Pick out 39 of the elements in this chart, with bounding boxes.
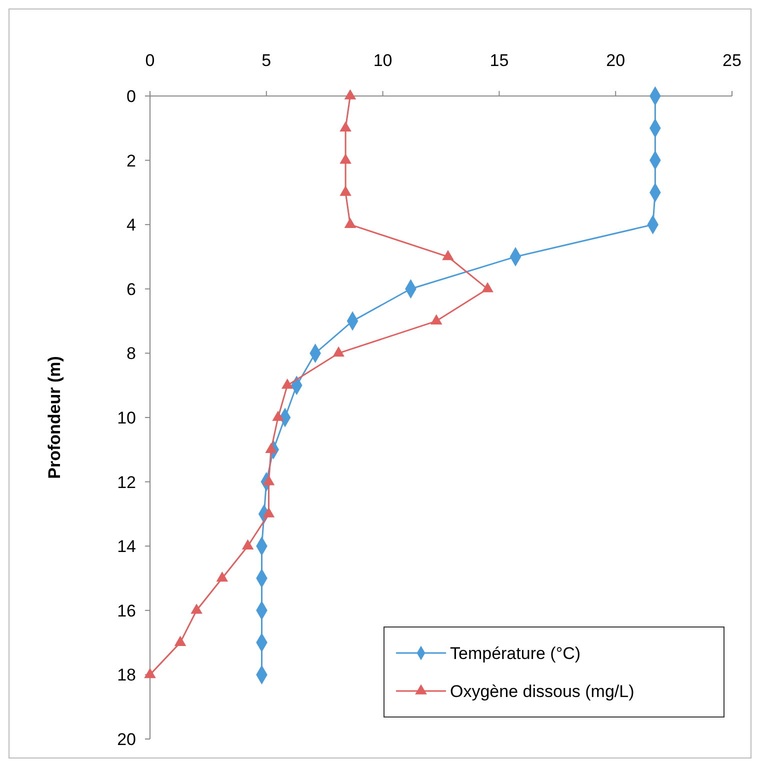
point <box>265 442 277 454</box>
y-tick-label: 10 <box>117 408 136 428</box>
point <box>340 186 352 196</box>
point <box>344 89 356 100</box>
legend-label: Température (°C) <box>450 644 581 663</box>
legend-label: Oxygène dissous (mg/L) <box>450 682 634 701</box>
point <box>340 121 352 132</box>
point <box>430 314 442 324</box>
y-tick-label: 20 <box>117 730 136 749</box>
point <box>262 475 275 486</box>
point <box>482 282 494 292</box>
y-tick-label: 6 <box>126 280 136 299</box>
x-tick-label: 0 <box>145 51 155 70</box>
point <box>281 378 294 389</box>
point <box>144 668 156 678</box>
point <box>332 346 344 357</box>
point <box>216 571 228 582</box>
y-tick-label: 18 <box>117 666 136 685</box>
x-tick-label: 25 <box>722 51 742 70</box>
point <box>340 154 352 164</box>
y-tick-label: 14 <box>117 537 136 556</box>
point <box>190 604 202 614</box>
x-tick-label: 5 <box>262 51 272 70</box>
x-tick-label: 20 <box>606 51 626 70</box>
x-tick-label: 10 <box>373 51 392 70</box>
point <box>272 410 284 421</box>
point <box>442 250 454 260</box>
y-axis-title: Profondeur (m) <box>45 356 64 479</box>
point <box>174 636 186 646</box>
y-tick-label: 16 <box>117 601 136 620</box>
y-tick-label: 12 <box>117 472 136 492</box>
y-tick-label: 4 <box>126 216 136 235</box>
point <box>262 507 275 518</box>
point <box>344 218 356 228</box>
y-tick-label: 8 <box>126 344 136 364</box>
x-tick-label: 15 <box>490 51 509 70</box>
y-tick-label: 0 <box>126 86 136 106</box>
y-tick-label: 2 <box>126 151 136 170</box>
point <box>242 539 254 550</box>
